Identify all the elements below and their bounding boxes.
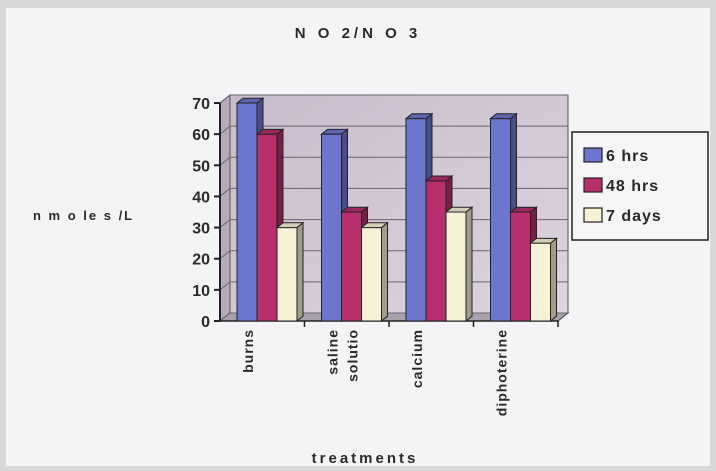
category-label: diphoterine <box>494 329 510 416</box>
bar-front <box>236 102 258 322</box>
side-wall <box>219 93 231 323</box>
category-label: saline <box>325 329 341 375</box>
bar-top <box>529 237 558 244</box>
y-tick-label: 40 <box>192 189 210 206</box>
bar-top <box>340 206 369 213</box>
chart-page: N O 2/N O 3 n m o le s /L treatments 0 10… <box>6 8 710 466</box>
legend-label: 6 hrs <box>606 148 649 165</box>
bar-side <box>550 237 557 323</box>
y-tick-label: 0 <box>201 314 210 331</box>
y-tick-label: 50 <box>192 158 210 175</box>
bar-front <box>276 227 298 322</box>
legend-swatch <box>583 177 603 193</box>
bar-top <box>360 222 389 229</box>
bar-front <box>361 227 382 322</box>
legend-swatch <box>583 147 603 163</box>
bar-front <box>530 242 551 322</box>
category-label: calcium <box>409 329 425 388</box>
gridline <box>219 94 568 104</box>
y-tick-label: 60 <box>192 127 210 144</box>
bar-top <box>424 175 454 182</box>
bar <box>444 206 474 323</box>
bar-front <box>256 133 278 322</box>
y-tick-label: 20 <box>192 252 210 269</box>
category-label: solutio <box>345 329 361 382</box>
gridline <box>219 187 568 197</box>
gridline <box>219 156 568 166</box>
bar <box>529 237 558 323</box>
plot-area: 0 10 20 30 40 50 60 70 burns saline solutio calcium… <box>192 93 570 416</box>
legend-label: 48 hrs <box>606 178 659 195</box>
bar-top <box>320 128 349 135</box>
bar-top <box>275 222 305 229</box>
bar-top <box>509 206 538 213</box>
y-tick-label: 10 <box>192 283 210 300</box>
chart-title: N O 2/N O 3 <box>295 25 422 42</box>
legend-label: 7 days <box>606 208 662 225</box>
bar-top <box>444 206 474 213</box>
bar-front <box>341 211 362 322</box>
bar-top <box>404 113 434 120</box>
bar <box>360 221 389 323</box>
bar-front <box>321 133 342 322</box>
legend-swatch <box>583 207 603 223</box>
category-label: burns <box>240 329 256 373</box>
bar <box>275 221 305 323</box>
legend: 6 hrs 48 hrs 7 days <box>571 131 709 241</box>
gridline <box>219 125 568 135</box>
bar-top <box>235 97 265 104</box>
bar-side <box>381 221 388 323</box>
y-axis-label: n m o le s /L <box>33 208 134 223</box>
bar-front <box>425 180 447 322</box>
x-axis-label: treatments <box>312 450 419 466</box>
bar-top <box>489 113 518 120</box>
bar-chart: N O 2/N O 3 n m o le s /L treatments 0 10… <box>33 25 709 466</box>
bar-front <box>405 118 427 322</box>
bar-front <box>445 211 467 322</box>
bar-side <box>296 221 304 323</box>
bar-front <box>490 118 511 322</box>
bar-front <box>510 211 531 322</box>
bar-side <box>465 206 473 323</box>
y-tick-label: 30 <box>192 221 210 238</box>
bar-top <box>255 128 285 135</box>
y-tick-label: 70 <box>192 96 210 113</box>
